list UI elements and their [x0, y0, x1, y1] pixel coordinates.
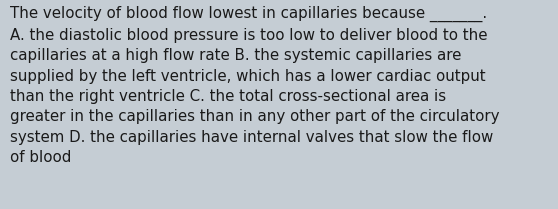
Text: The velocity of blood flow lowest in capillaries because _______.
A. the diastol: The velocity of blood flow lowest in cap… — [10, 6, 499, 165]
